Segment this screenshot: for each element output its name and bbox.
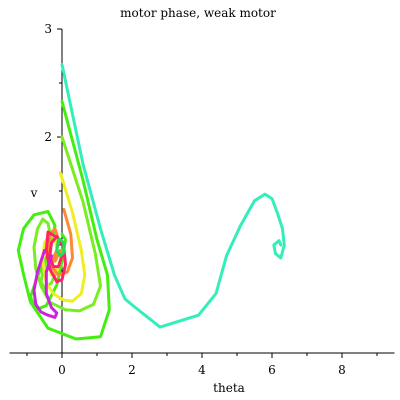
trajectory-line-8	[55, 238, 66, 258]
trajectory-line-7	[32, 248, 59, 319]
x-tick-label: 6	[268, 363, 276, 377]
chart-title: motor phase, weak motor	[120, 6, 276, 20]
trajectory-line-1	[60, 63, 286, 329]
trajectory-line-3	[32, 135, 102, 313]
trajectory-line-5	[46, 207, 74, 277]
series-layer	[16, 63, 286, 341]
y-axis-label: v	[30, 186, 38, 200]
trajectory-line-2	[16, 99, 111, 341]
y-tick-label: 2	[44, 130, 52, 144]
trajectory-line-6	[44, 230, 67, 284]
x-axis-label: theta	[213, 381, 245, 395]
x-tick-label: 8	[338, 363, 346, 377]
y-tick-label: 3	[44, 22, 52, 36]
x-tick-label: 4	[198, 363, 206, 377]
x-tick-label: 0	[58, 363, 66, 377]
x-tick-label: 2	[128, 363, 136, 377]
